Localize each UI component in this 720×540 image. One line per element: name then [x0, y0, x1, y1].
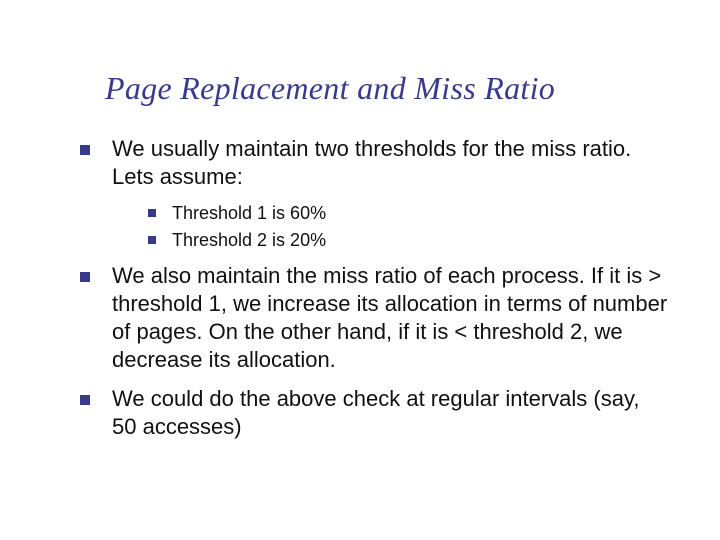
- list-item: Threshold 1 is 60%: [148, 201, 670, 225]
- list-item: Threshold 2 is 20%: [148, 228, 670, 252]
- list-item: We could do the above check at regular i…: [80, 385, 670, 441]
- list-item-text: Threshold 1 is 60%: [172, 203, 326, 223]
- slide: Page Replacement and Miss Ratio We usual…: [0, 0, 720, 540]
- list-item-text: We also maintain the miss ratio of each …: [112, 263, 667, 372]
- slide-title: Page Replacement and Miss Ratio: [50, 70, 670, 107]
- bullet-list-level2: Threshold 1 is 60% Threshold 2 is 20%: [112, 201, 670, 252]
- bullet-list-level1: We usually maintain two thresholds for t…: [50, 135, 670, 441]
- list-item-text: We could do the above check at regular i…: [112, 386, 639, 439]
- list-item-text: We usually maintain two thresholds for t…: [112, 136, 631, 189]
- list-item-text: Threshold 2 is 20%: [172, 230, 326, 250]
- list-item: We also maintain the miss ratio of each …: [80, 262, 670, 375]
- list-item: We usually maintain two thresholds for t…: [80, 135, 670, 252]
